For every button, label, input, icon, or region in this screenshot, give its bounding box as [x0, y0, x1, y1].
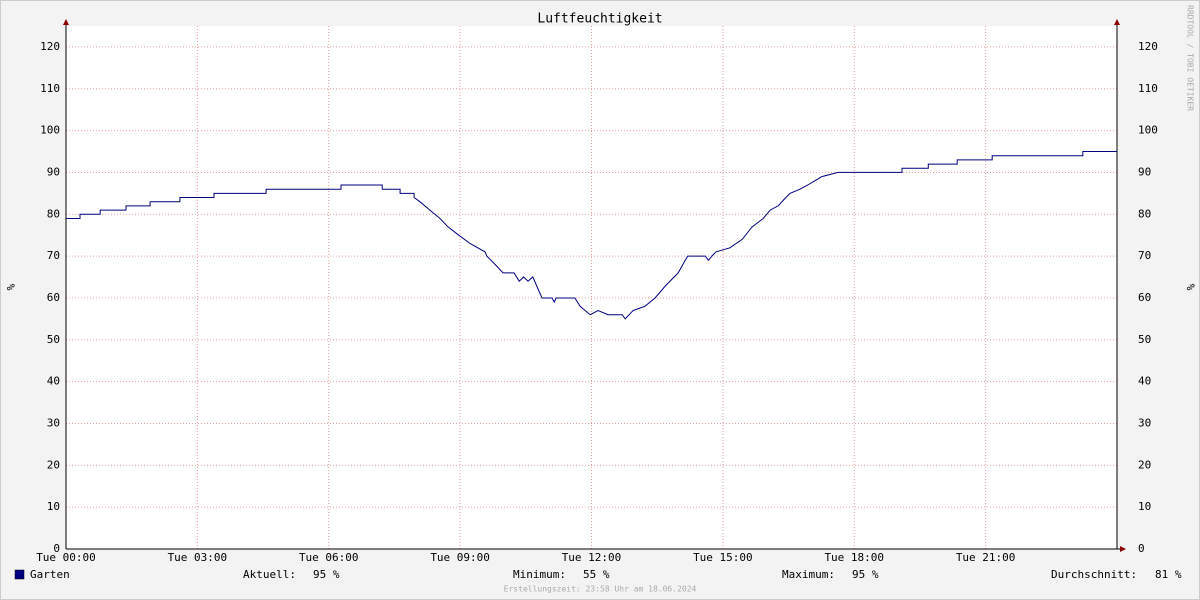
chart-title: Luftfeuchtigkeit — [537, 12, 662, 27]
stat-value: 95 % — [852, 568, 879, 581]
y-tick-label: 60 — [47, 291, 60, 304]
stat-label: Aktuell: — [243, 568, 296, 581]
arrow — [1120, 546, 1126, 552]
stat-label: Durchschnitt: — [1051, 568, 1137, 581]
y-tick-label: 90 — [47, 165, 60, 178]
arrow — [1114, 19, 1120, 25]
x-tick-label: Tue 21:00 — [956, 551, 1016, 564]
y2-tick-label: 110 — [1138, 82, 1158, 95]
y2-tick-label: 40 — [1138, 375, 1151, 388]
x-tick-label: Tue 18:00 — [824, 551, 884, 564]
y-tick-label: 20 — [47, 458, 60, 471]
y-tick-label: 30 — [47, 416, 60, 429]
watermark: RRDTOOL / TOBI OETIKER — [1186, 5, 1195, 111]
arrow — [63, 19, 69, 25]
y-tick-label: 120 — [40, 40, 60, 53]
y2-tick-label: 70 — [1138, 249, 1151, 262]
y2-tick-label: 50 — [1138, 333, 1151, 346]
stat-value: 95 % — [313, 568, 340, 581]
y2-tick-label: 100 — [1138, 124, 1158, 137]
y-tick-label: 40 — [47, 375, 60, 388]
y-tick-label: 80 — [47, 207, 60, 220]
y-axis-label: % — [4, 284, 17, 291]
footer: Erstellungszeit: 23:58 Uhr am 18.06.2024 — [504, 585, 697, 594]
y2-tick-label: 30 — [1138, 416, 1151, 429]
stat-label: Maximum: — [782, 568, 835, 581]
y2-tick-label: 0 — [1138, 542, 1145, 555]
y-tick-label: 100 — [40, 124, 60, 137]
y2-tick-label: 20 — [1138, 458, 1151, 471]
stat-value: 55 % — [583, 568, 610, 581]
stat-value: 81 % — [1155, 568, 1182, 581]
x-tick-label: Tue 06:00 — [299, 551, 359, 564]
x-tick-label: Tue 03:00 — [168, 551, 228, 564]
x-tick-label: Tue 12:00 — [562, 551, 622, 564]
y2-tick-label: 10 — [1138, 500, 1151, 513]
x-tick-label: Tue 15:00 — [693, 551, 753, 564]
legend-label: Garten — [30, 568, 70, 581]
y-tick-label: 110 — [40, 82, 60, 95]
stat-label: Minimum: — [513, 568, 566, 581]
y2-tick-label: 80 — [1138, 207, 1151, 220]
y2-tick-label: 90 — [1138, 165, 1151, 178]
series-line — [66, 151, 1117, 320]
legend-swatch — [14, 569, 25, 580]
y-tick-label: 10 — [47, 500, 60, 513]
x-tick-label: Tue 00:00 — [36, 551, 96, 564]
y-tick-label: 70 — [47, 249, 60, 262]
y-tick-label: 0 — [53, 542, 60, 555]
x-tick-label: Tue 09:00 — [430, 551, 490, 564]
y2-axis-label: % — [1184, 284, 1197, 291]
y2-tick-label: 120 — [1138, 40, 1158, 53]
y2-tick-label: 60 — [1138, 291, 1151, 304]
y-tick-label: 50 — [47, 333, 60, 346]
